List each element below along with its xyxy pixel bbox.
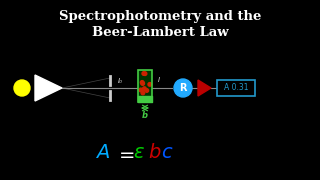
Circle shape	[174, 79, 192, 97]
Circle shape	[14, 80, 30, 96]
Text: $b$: $b$	[148, 143, 162, 163]
Text: I₀: I₀	[118, 78, 123, 84]
Text: $=$: $=$	[115, 143, 135, 163]
Circle shape	[139, 88, 143, 92]
Circle shape	[142, 72, 146, 75]
Text: I: I	[158, 77, 160, 83]
Circle shape	[148, 83, 152, 86]
Text: Spectrophotometry and the: Spectrophotometry and the	[59, 10, 261, 23]
Text: A 0.31: A 0.31	[224, 84, 248, 93]
Polygon shape	[35, 75, 62, 101]
FancyBboxPatch shape	[217, 80, 255, 96]
Text: $c$: $c$	[161, 143, 173, 163]
Circle shape	[141, 82, 145, 85]
Circle shape	[143, 87, 146, 90]
Text: Beer-Lambert Law: Beer-Lambert Law	[92, 26, 228, 39]
Circle shape	[143, 72, 147, 75]
Text: $A$: $A$	[95, 143, 110, 163]
Text: b: b	[142, 111, 148, 120]
Circle shape	[140, 81, 144, 84]
Polygon shape	[198, 80, 211, 96]
Text: R: R	[179, 83, 187, 93]
FancyBboxPatch shape	[138, 70, 152, 102]
Circle shape	[141, 91, 145, 95]
Circle shape	[145, 89, 148, 92]
Text: $\varepsilon$: $\varepsilon$	[133, 143, 145, 163]
